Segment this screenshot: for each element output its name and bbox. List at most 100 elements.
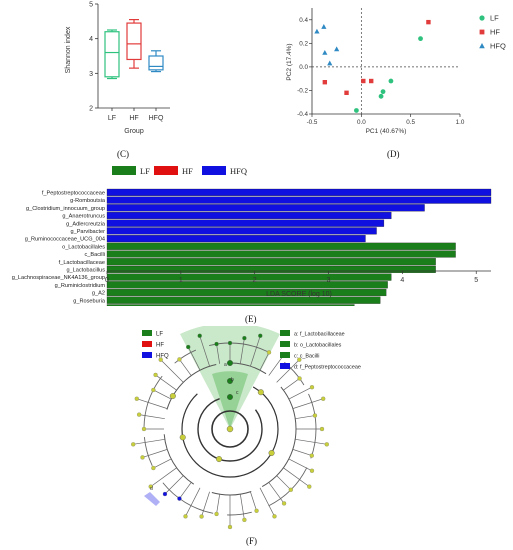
point-hf (361, 78, 366, 84)
legend-label: HF (156, 343, 164, 349)
x-tick-label: 4 (400, 277, 404, 284)
point-lf (354, 108, 359, 113)
bar-hfq (106, 219, 385, 227)
legend-label: LF (140, 166, 150, 176)
cladogram-node (153, 372, 158, 378)
bar-lf (106, 273, 392, 281)
cladogram-node (199, 514, 204, 519)
bar-label: g_Ruminiclostridium (55, 283, 106, 289)
bar-hfq (106, 235, 366, 243)
x-tick-label: HF (129, 115, 138, 122)
legend-label: LF (156, 332, 163, 338)
cladogram-node (227, 340, 233, 346)
box-hf (126, 19, 142, 69)
bar-lf (106, 304, 355, 306)
bar-hfq (106, 204, 425, 212)
bar-lf (106, 281, 388, 289)
cladogram-node (266, 350, 272, 355)
bar-hfq (106, 188, 492, 196)
bar-lf (106, 265, 436, 273)
cladogram-node (321, 396, 326, 401)
y-tick-label: 0.0 (299, 64, 308, 71)
key-label: d: f_Peptostreptococcaceae (294, 365, 361, 371)
node-label-a: a (224, 362, 227, 368)
panel-label-d: (D) (387, 149, 400, 159)
cladogram-node (216, 456, 223, 463)
x-tick-label: HFQ (149, 115, 164, 122)
cladogram-node (242, 335, 247, 341)
cladogram-node (257, 389, 264, 396)
lda-bar-chart: LF HF HFQ f_Peptostreptococcaceaeg-Rombout… (12, 166, 492, 306)
cladogram-node (227, 524, 233, 530)
legend-swatch-hf (154, 166, 178, 175)
x-tick-label: -0.5 (307, 119, 318, 126)
cladogram-node (158, 357, 163, 362)
point-hf (322, 80, 328, 85)
point-hf (369, 78, 374, 84)
legend-swatch-lf (112, 166, 136, 175)
cladogram-node (148, 484, 153, 489)
bar-label: g-Romboutsia (70, 198, 106, 204)
cladogram-root-node (226, 425, 234, 433)
legend-swatch-hfq (202, 166, 226, 175)
bar-label: g_Ruminococcaceae_UCG_004 (25, 237, 105, 243)
legend-label: HF (182, 166, 193, 176)
bar-lf (106, 288, 387, 297)
key-swatch (280, 330, 290, 336)
x-tick-label: 0.5 (406, 119, 415, 126)
x-tick-label: 2 (253, 277, 257, 284)
legend-label: HF (490, 28, 500, 37)
cladogram-node (169, 392, 176, 399)
cladogram-node (177, 496, 182, 501)
box-hfq (148, 50, 164, 73)
bar-label: o_Lactobacillales (62, 244, 105, 250)
legend-marker-hfq (479, 43, 485, 49)
highlight-sector-lf-inner (212, 371, 248, 429)
bar-hfq (106, 196, 492, 204)
bar-label: g_Lactobacillus (66, 268, 105, 274)
legend-label: HFQ (490, 42, 506, 51)
key-label: c: c_Bacilli (294, 354, 319, 360)
bar-hfq (106, 211, 392, 220)
cladogram-node (242, 517, 247, 523)
cladogram-node (134, 396, 139, 401)
cladogram-node (136, 412, 142, 417)
y-tick-label: 0.4 (299, 17, 308, 24)
bar-label: g_Parvibacter (70, 229, 105, 235)
point-hfq (322, 49, 328, 55)
cladogram-node (319, 426, 325, 432)
bar-label: g_Clostridium_innocuum_group (26, 206, 105, 212)
point-lf (418, 36, 423, 42)
cladogram-chart: a b c d LF HF HFQ a: f_Lactobacillaceae b: … (131, 326, 361, 530)
cladogram-node (214, 341, 219, 347)
cladogram-node (309, 453, 314, 458)
legend-swatch-hfq (142, 352, 152, 358)
x-tick-label: 5 (474, 277, 478, 284)
point-lf (388, 78, 394, 84)
boxplot-chart: Shannon index 2 3 4 5 LF HF HFQ Group (65, 2, 170, 135)
point-lf (380, 89, 386, 95)
legend-swatch-hf (142, 341, 152, 347)
bar-label: g_Adlercreutzia (66, 221, 106, 227)
bar-label: g_Roseburia (73, 298, 106, 304)
y-tick-label: 4 (89, 36, 93, 43)
x-tick-label: LF (108, 115, 116, 122)
node-label-d: d (150, 486, 153, 492)
cladogram-node (183, 514, 188, 519)
highlight-sector-hfq (144, 492, 160, 506)
key-swatch (280, 352, 290, 358)
x-axis-label: LDA SCORE (log 10) (266, 291, 332, 298)
point-hfq (321, 24, 327, 29)
panel-label-c: (C) (117, 149, 129, 159)
cladogram-node (297, 357, 302, 362)
y-tick-label: -0.2 (297, 88, 308, 95)
y-tick-label: 3 (89, 71, 93, 78)
x-axis-label: PC1 (40.67%) (366, 128, 407, 135)
key-swatch (280, 341, 290, 347)
bar-label: g_Lachnospiraceae_NK4A136_group (12, 275, 105, 281)
bar-label: f_Peptostreptococcaceae (42, 191, 105, 197)
cladogram-node (151, 465, 156, 471)
cladogram-node (324, 442, 329, 447)
legend-swatch-lf (142, 330, 152, 336)
legend-marker-hf (479, 29, 485, 35)
